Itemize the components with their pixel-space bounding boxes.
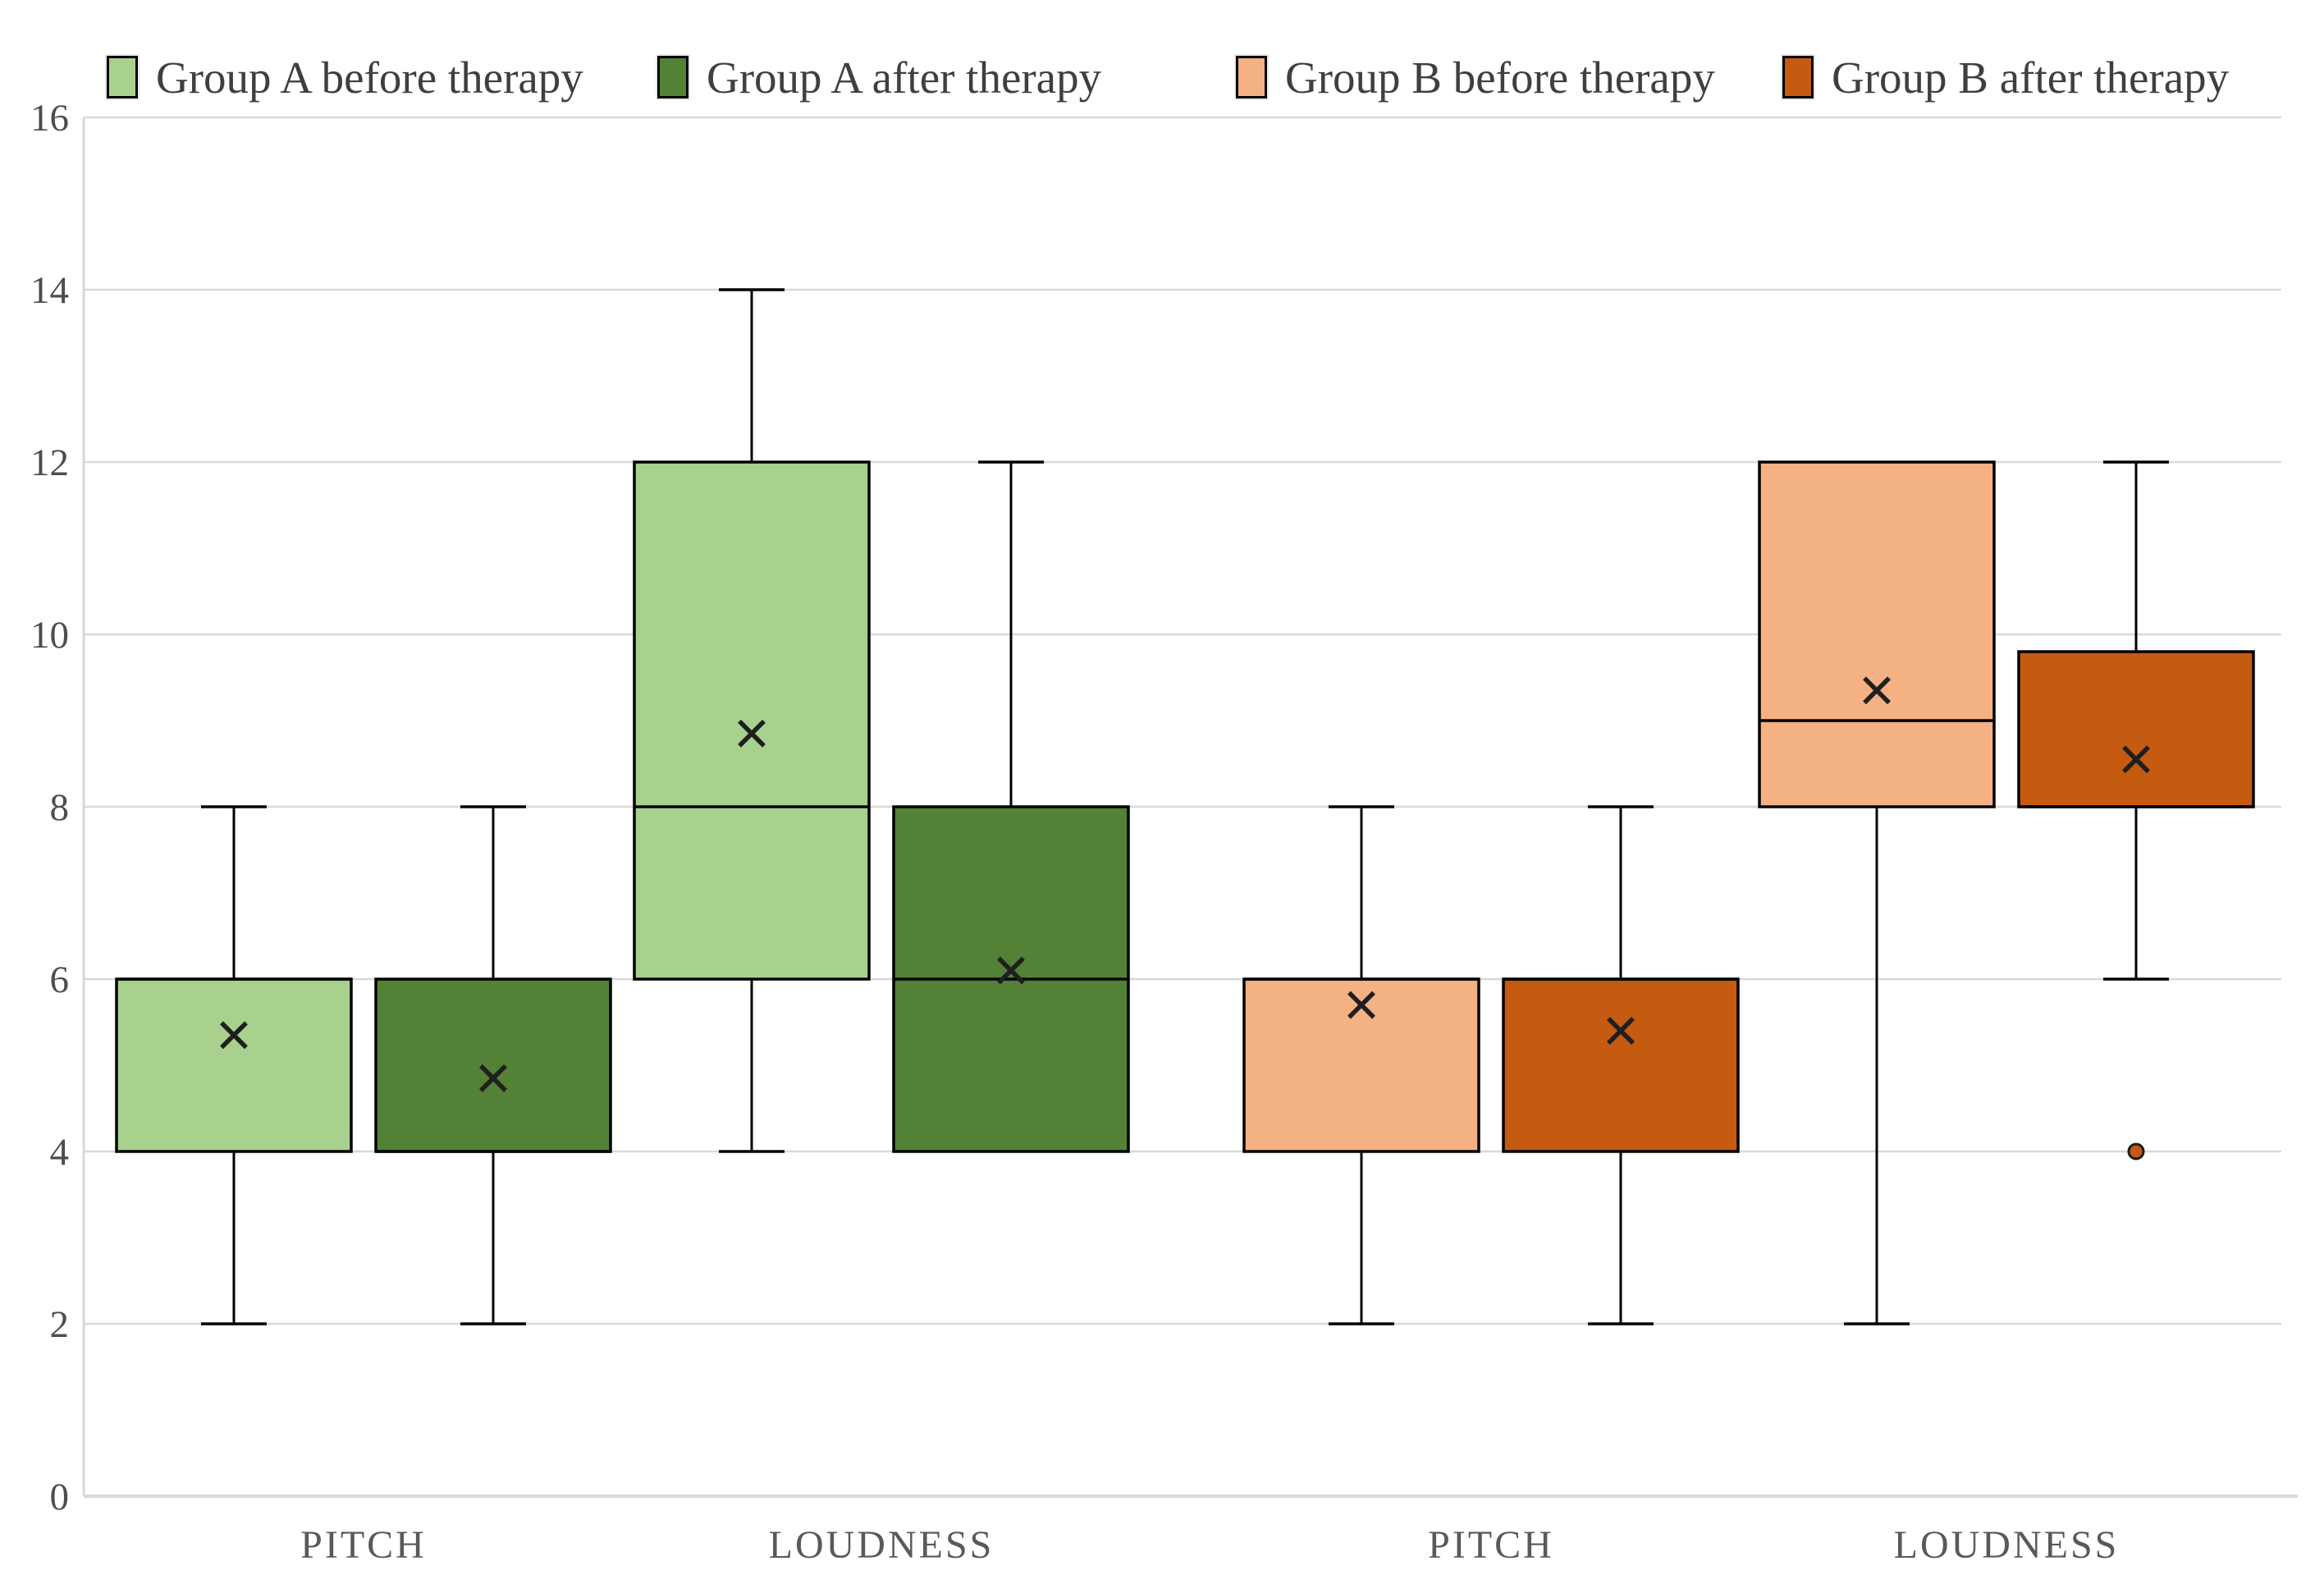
legend-swatch-group-b-after (1782, 56, 1814, 98)
x-category-label-2: PITCH (1428, 1523, 1554, 1567)
y-tick-label-16: 16 (30, 97, 69, 140)
x-category-label-3: LOUDNESS (1894, 1523, 2120, 1567)
legend-item-group-b-before: Group B before therapy (1236, 48, 1715, 107)
legend-item-group-a-before: Group A before therapy (107, 48, 583, 107)
legend-swatch-group-a-before (107, 56, 138, 98)
box-group-b-after-therapy-cat2-box (1502, 977, 1740, 1153)
y-tick-label-2: 2 (50, 1303, 70, 1346)
chart-legend: Group A before therapy Group A after the… (0, 0, 2324, 115)
y-tick-label-0: 0 (50, 1476, 70, 1518)
y-tick-label-12: 12 (30, 442, 69, 484)
legend-label-group-b-after: Group B after therapy (1832, 52, 2230, 103)
legend-swatch-group-a-after (657, 56, 689, 98)
box-group-b-before-therapy-cat3-mean-marker (1863, 676, 1891, 705)
box-group-b-before-therapy-cat2-mean-marker (1347, 991, 1375, 1019)
box-group-b-after-therapy-cat3-outlier-point (2127, 1142, 2145, 1161)
legend-label-group-a-after: Group A after therapy (707, 52, 1102, 103)
x-category-label-1: LOUDNESS (769, 1523, 995, 1567)
box-group-b-after-therapy-cat3-mean-marker (2122, 745, 2150, 774)
box-group-a-after-therapy-cat0-mean-marker (479, 1064, 507, 1092)
y-tick-label-10: 10 (30, 614, 69, 657)
y-tick-label-14: 14 (30, 269, 69, 312)
legend-swatch-group-b-before (1236, 56, 1267, 98)
y-tick-label-4: 4 (50, 1131, 70, 1174)
legend-label-group-a-before: Group A before therapy (156, 52, 583, 103)
box-group-b-before-therapy-cat3-box (1758, 460, 1996, 808)
box-group-a-after-therapy-cat1-mean-marker (997, 956, 1025, 985)
box-group-b-after-therapy-cat2-mean-marker (1607, 1017, 1635, 1045)
box-group-a-before-therapy-cat1-mean-marker (738, 719, 766, 748)
y-tick-label-8: 8 (50, 786, 70, 829)
box-group-a-before-therapy-cat1-box (633, 460, 871, 981)
x-category-label-0: PITCH (300, 1523, 427, 1567)
box-group-a-before-therapy-cat0-mean-marker (220, 1021, 248, 1050)
legend-label-group-b-before: Group B before therapy (1285, 52, 1715, 103)
y-tick-label-6: 6 (50, 959, 70, 1001)
box-group-b-after-therapy-cat3-box (2017, 650, 2255, 808)
legend-item-group-a-after: Group A after therapy (657, 48, 1101, 107)
legend-item-group-b-after: Group B after therapy (1782, 48, 2229, 107)
box-group-a-after-therapy-cat0-box (374, 977, 612, 1153)
box-group-a-before-therapy-cat0-box (115, 977, 353, 1153)
